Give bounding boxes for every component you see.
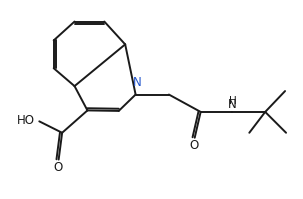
Text: N: N <box>133 76 142 89</box>
Text: H: H <box>228 96 236 106</box>
Text: HO: HO <box>17 114 35 127</box>
Text: N: N <box>228 99 237 111</box>
Text: O: O <box>189 139 198 152</box>
Text: O: O <box>53 161 62 174</box>
